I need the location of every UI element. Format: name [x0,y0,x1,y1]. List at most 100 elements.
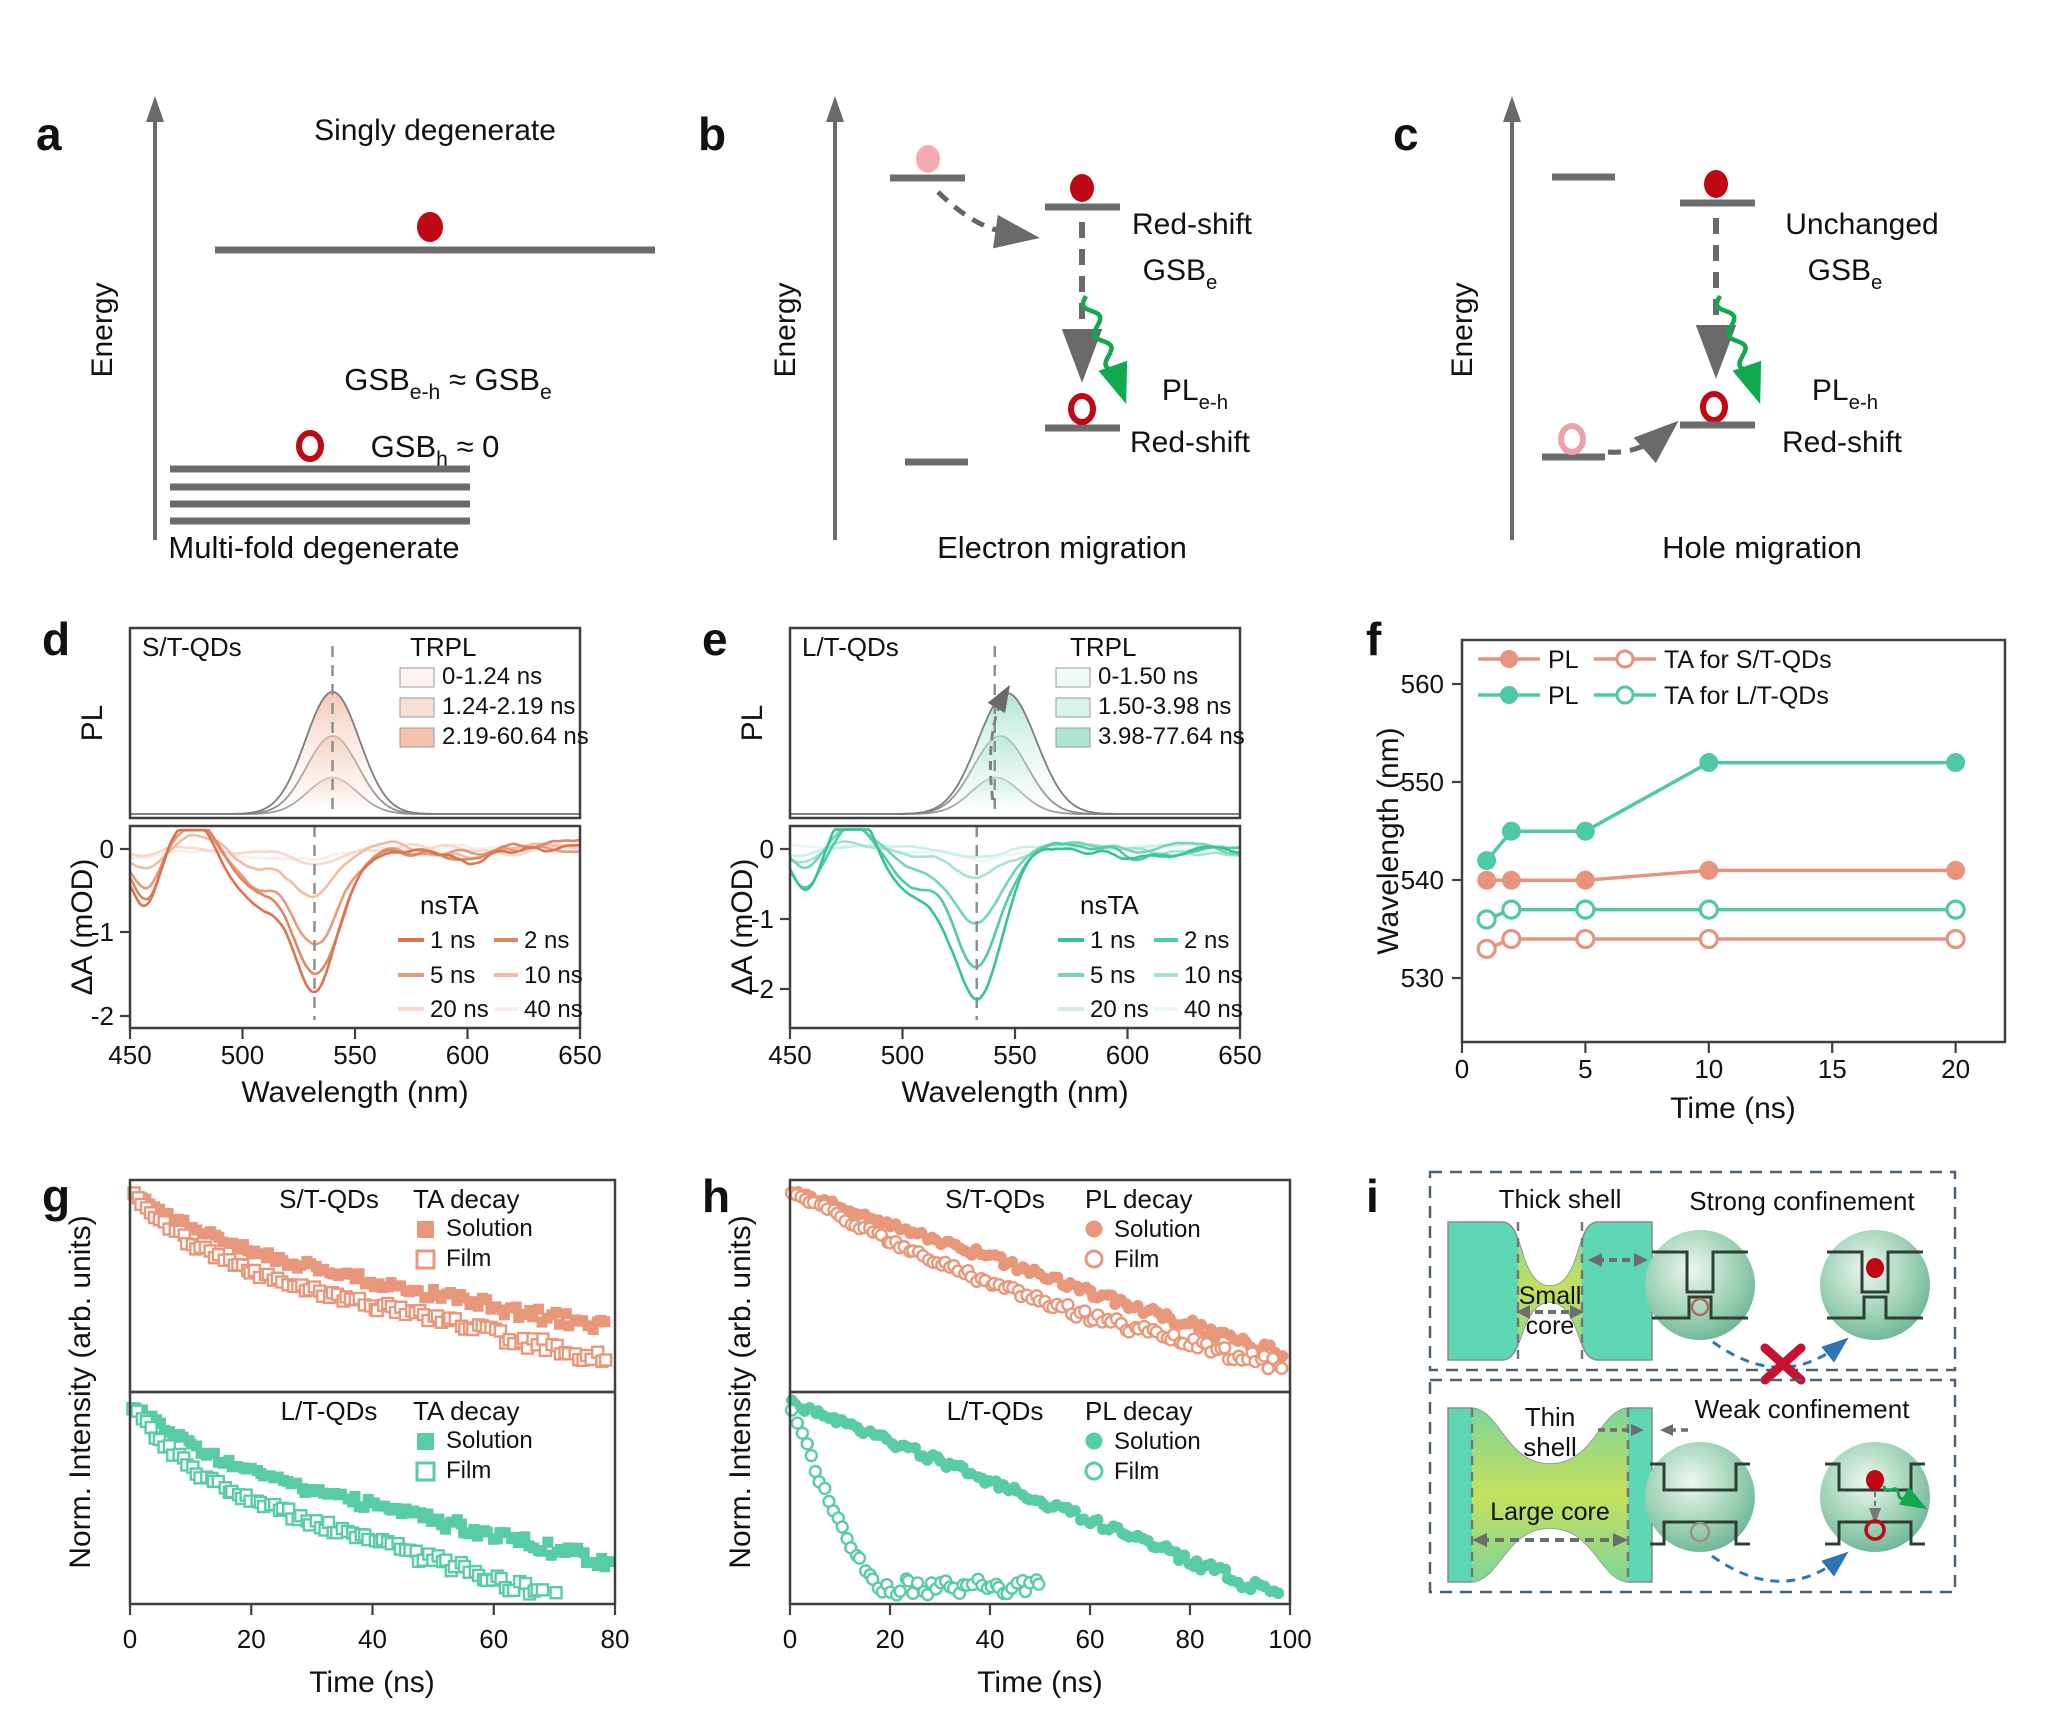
trpl-entry-3: 2.19-60.64 ns [442,723,589,750]
svg-text:-2: -2 [91,1001,114,1031]
svg-text:450: 450 [768,1040,811,1070]
panel-b-letter: b [698,108,726,160]
f-ylabel: Wavelength (nm) [1372,727,1405,954]
svg-text:0: 0 [760,834,774,864]
svg-text:0: 0 [100,834,114,864]
nsta-spectra-curves [128,828,581,994]
svg-text:10: 10 [1694,1054,1723,1084]
electron-dot-faded [916,145,940,173]
peak-dash-lines [975,646,1011,1020]
panel-e: e L/T-QDs TRPL 0-1.50 ns 1.50-3.98 ns 3.… [702,613,1262,1109]
svg-text:1 ns: 1 ns [1090,927,1135,954]
hole-migration-arrow [1607,420,1679,464]
svg-text:1 ns: 1 ns [430,927,475,954]
nsta-legend: nsTA 1 ns 2 ns 5 ns 10 ns 20 ns 40 ns [1058,890,1243,1023]
trpl-swatch-3 [399,727,435,748]
h-top-legend-title: PL decay [1085,1184,1192,1214]
panel-i: i Thick shell Strong confinement Small c… [1366,1170,1957,1594]
panel-h-letter: h [702,1170,730,1222]
svg-text:550: 550 [1401,767,1444,797]
svg-text:560: 560 [1401,669,1444,699]
f-legend-ta-st: TA for S/T-QDs [1664,646,1832,674]
gsb-e-label: GSBe [1808,254,1883,294]
trpl-entry-1: 0-1.24 ns [442,663,542,690]
svg-text:Film: Film [446,1245,491,1272]
energy-axis-label: Energy [1446,282,1479,377]
wavelength-xlabel: Wavelength (nm) [241,1076,468,1109]
ta-decay-points [126,1186,616,1601]
f-xticks: 0 5 10 15 20 [1455,1042,1970,1084]
svg-text:20 ns: 20 ns [430,996,489,1023]
lt-decay-box [788,1390,1292,1606]
svg-text:650: 650 [558,1040,601,1070]
qd-sphere-electron [1820,1230,1930,1340]
svg-text:Film: Film [446,1457,491,1484]
svg-text:540: 540 [1401,865,1444,895]
sample-title: L/T-QDs [802,632,899,662]
da-yticks: 0 -1 -2 [751,834,790,1004]
f-yticks: 560 550 540 530 [1401,669,1462,993]
multifold-levels [170,465,470,525]
svg-text:40 ns: 40 ns [1184,996,1243,1023]
pl-st-marker [1500,650,1518,668]
g-bottom-title: L/T-QDs [281,1396,378,1426]
h-top-title: S/T-QDs [945,1184,1045,1214]
wavelength-xticks: 450 500 550 600 650 [768,1028,1262,1070]
redshift-gsb-label: Red-shift [1132,208,1253,241]
film-swatch [1084,1461,1104,1481]
electron-dot [1866,1258,1884,1278]
h-xlabel: Time (ns) [977,1666,1103,1699]
svg-text:40: 40 [358,1624,387,1654]
singly-degenerate-label: Singly degenerate [314,114,556,147]
trpl-entry-2: 1.24-2.19 ns [442,693,575,720]
trpl-legend: 0-1.50 ns 1.50-3.98 ns 3.98-77.64 ns [1055,663,1245,750]
multifold-degenerate-label: Multi-fold degenerate [168,530,459,565]
svg-text:530: 530 [1401,963,1444,993]
panel-c: c Energy Unchanged GSBe PLe-h Red-shift … [1393,96,1939,565]
svg-text:20: 20 [1941,1054,1970,1084]
plot-box [1460,638,2007,1044]
solution-swatch [1085,1220,1103,1238]
pl-plot-box [788,626,1242,820]
wavelength-xlabel: Wavelength (nm) [901,1076,1128,1109]
svg-text:Solution: Solution [446,1427,533,1454]
svg-text:15: 15 [1818,1054,1847,1084]
svg-text:-2: -2 [751,974,774,1004]
panel-g-letter: g [42,1170,70,1222]
panel-f-letter: f [1366,613,1382,665]
svg-text:Solution: Solution [1114,1428,1201,1455]
solution-swatch [1085,1432,1103,1450]
g-xticks: 0 20 40 60 80 [123,1604,629,1654]
da-ylabel: ΔA (mOD) [66,859,99,996]
pl-ylabel: PL [736,705,769,742]
g-top-title: S/T-QDs [279,1184,379,1214]
panel-a-letter: a [36,108,62,160]
hole-migration-caption: Hole migration [1662,530,1862,565]
trpl-spectra-curves [130,690,580,815]
trpl-swatch-1 [399,667,435,688]
hole-circle [1700,391,1728,423]
panel-a: a Energy Singly degenerate GSBe-h ≈ GSBe… [36,96,655,565]
nsta-spectra-curves [788,828,1241,1001]
redshift-label: Red-shift [1782,426,1903,459]
panel-i-letter: i [1366,1170,1379,1222]
svg-text:600: 600 [1106,1040,1149,1070]
film-swatch [415,1249,436,1270]
svg-text:20 ns: 20 ns [1090,996,1149,1023]
qd-sphere-hole [1645,1442,1755,1552]
thin-shell-arrows [1598,1424,1688,1436]
hole-circle [296,430,324,462]
da-ylabel: ΔA (mOD) [726,859,759,996]
svg-text:3.98-77.64 ns: 3.98-77.64 ns [1098,723,1245,750]
gsb-equation-1: GSBe-h ≈ GSBe [344,362,551,404]
svg-text:-1: -1 [91,917,114,947]
panel-d: d S/T-QDs TRPL 0-1.24 ns 1.24-2.19 ns 2.… [42,613,602,1109]
svg-text:-1: -1 [751,904,774,934]
core-width-arrow [1472,1533,1628,1547]
core-width-arrow [1516,1305,1584,1319]
ta-lt-marker [1615,685,1635,705]
hole-circle [1690,1297,1710,1317]
da-yticks: 0 -1 -2 [91,834,130,1031]
